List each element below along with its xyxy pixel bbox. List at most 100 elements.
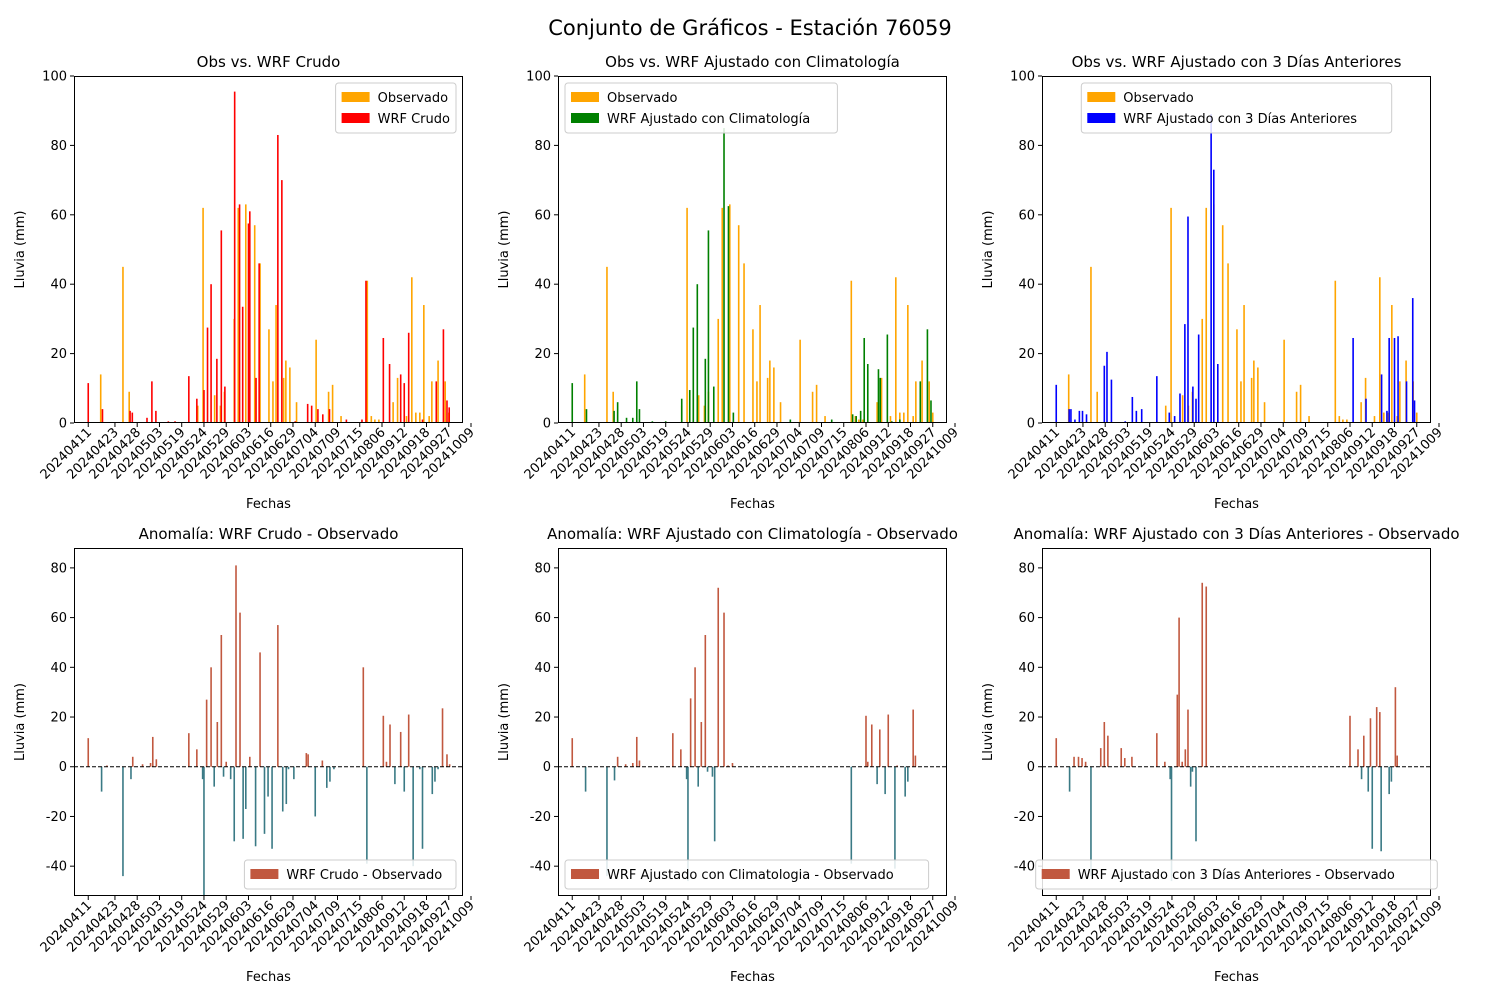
bar-s0-35 <box>1396 416 1398 423</box>
y-tick-label: -40 <box>530 860 551 875</box>
bar-s0-47 <box>382 715 385 767</box>
bar-s0-15 <box>759 305 761 423</box>
bar-s1-11 <box>1131 396 1134 423</box>
bar-s1-41 <box>435 381 438 423</box>
bar-s1-1 <box>585 409 588 423</box>
y-tick-label: 60 <box>50 208 67 223</box>
bar-s0-25 <box>1338 416 1341 423</box>
bar-s0-23 <box>727 765 729 767</box>
bar-s0-26 <box>1342 419 1344 423</box>
bar-s1-11 <box>688 390 691 423</box>
bar-s0-12 <box>687 766 689 882</box>
bar-s0-14 <box>756 381 758 423</box>
bar-s1-17 <box>1179 393 1181 423</box>
bar-s0-2 <box>106 765 108 767</box>
bar-s0-8 <box>717 318 720 423</box>
bar-s0-6 <box>1090 766 1092 877</box>
y-tick-label: 60 <box>534 611 551 626</box>
bar-s0-54 <box>412 766 414 867</box>
bar-s0-29 <box>259 652 261 767</box>
y-tick-label: 20 <box>1018 347 1035 362</box>
bar-s1-36 <box>388 364 391 423</box>
bar-s0-34 <box>1391 305 1393 423</box>
chart-panel-2: 0204060801002024041120240423202404282024… <box>497 53 962 512</box>
bar-s0-58 <box>434 766 436 782</box>
y-tick-label: 60 <box>1018 611 1035 626</box>
bar-s1-25 <box>863 337 866 423</box>
bar-s1-34 <box>1411 298 1414 423</box>
bar-s0-9 <box>672 733 674 767</box>
bar-s0-2 <box>128 391 130 423</box>
bar-s0-35 <box>1379 712 1381 767</box>
y-tick-label: -20 <box>530 810 551 825</box>
bar-s0-38 <box>914 755 917 767</box>
bar-s0-34 <box>423 305 425 423</box>
y-tick-label: 80 <box>534 139 551 154</box>
bar-s1-27 <box>877 369 880 423</box>
bar-s1-15 <box>1168 412 1171 423</box>
bar-s0-22 <box>1189 766 1192 787</box>
bar-s0-0 <box>1055 738 1058 767</box>
bar-s0-25 <box>1201 582 1204 767</box>
y-tick-label: 40 <box>534 661 551 676</box>
bar-s1-19 <box>1187 216 1189 423</box>
bar-s1-0 <box>1055 384 1058 423</box>
bar-s1-34 <box>365 280 367 423</box>
bar-s0-36 <box>287 766 290 770</box>
bar-s0-17 <box>216 722 219 767</box>
plot-frame <box>74 76 463 423</box>
bar-s0-16 <box>213 766 216 787</box>
y-tick-label: 0 <box>1027 417 1035 432</box>
y-tick-label: 0 <box>543 760 551 775</box>
bar-s1-43 <box>446 400 448 423</box>
legend: Observado WRF Ajustado con 3 Días Anterio… <box>1080 82 1393 134</box>
bar-s0-20 <box>1184 749 1187 767</box>
legend: Observado WRF Crudo <box>335 82 457 134</box>
bar-s0-35 <box>912 416 914 423</box>
x-axis-label: Fechas <box>730 497 775 512</box>
legend-box <box>564 859 930 890</box>
bar-s1-21 <box>830 419 833 423</box>
bar-s0-24 <box>366 280 369 423</box>
bar-s0-1 <box>100 766 103 792</box>
y-axis-label: Lluvia (mm) <box>497 683 512 761</box>
bar-s0-41 <box>321 760 324 767</box>
bar-s1-0 <box>87 383 90 423</box>
bar-s1-26 <box>866 364 869 423</box>
bar-s1-5 <box>1081 410 1084 423</box>
bar-s0-18 <box>706 766 709 772</box>
y-tick-label: 80 <box>50 561 67 576</box>
bar-s0-35 <box>428 416 430 423</box>
bar-s0-33 <box>419 412 421 423</box>
bar-s0-17 <box>285 360 287 423</box>
bar-s0-34 <box>1375 707 1378 767</box>
bar-s0-30 <box>878 729 881 767</box>
bar-s0-26 <box>1205 586 1208 767</box>
bar-s1-2 <box>1070 409 1072 423</box>
bar-s0-15 <box>210 667 212 767</box>
bar-s1-14 <box>1156 376 1158 423</box>
bar-s1-29 <box>317 409 319 423</box>
y-axis-label: Lluvia (mm) <box>981 211 996 289</box>
bar-s0-4 <box>202 207 204 423</box>
bar-s0-16 <box>1250 377 1253 423</box>
bar-s1-31 <box>328 409 331 423</box>
bar-s0-27 <box>866 761 869 767</box>
bar-s0-17 <box>1176 694 1179 767</box>
bar-s0-27 <box>378 419 380 423</box>
bar-s0-61 <box>446 754 448 767</box>
bar-s0-3 <box>196 405 199 423</box>
y-tick-label: 100 <box>42 70 67 85</box>
bar-s0-17 <box>704 635 707 767</box>
bar-s0-45 <box>362 667 365 767</box>
bar-s1-4 <box>146 417 148 423</box>
bar-s1-22 <box>851 414 854 423</box>
bar-s0-17 <box>769 360 771 423</box>
bar-s0-33 <box>1387 412 1389 423</box>
bar-s1-24 <box>859 410 862 423</box>
y-tick-label: -20 <box>1014 810 1035 825</box>
legend-label: WRF Crudo <box>378 112 450 127</box>
chart-panel-4: -40-200204060802024041120240423202404282… <box>13 525 478 985</box>
bar-s0-18 <box>289 367 291 423</box>
bar-s0-9 <box>721 207 724 423</box>
